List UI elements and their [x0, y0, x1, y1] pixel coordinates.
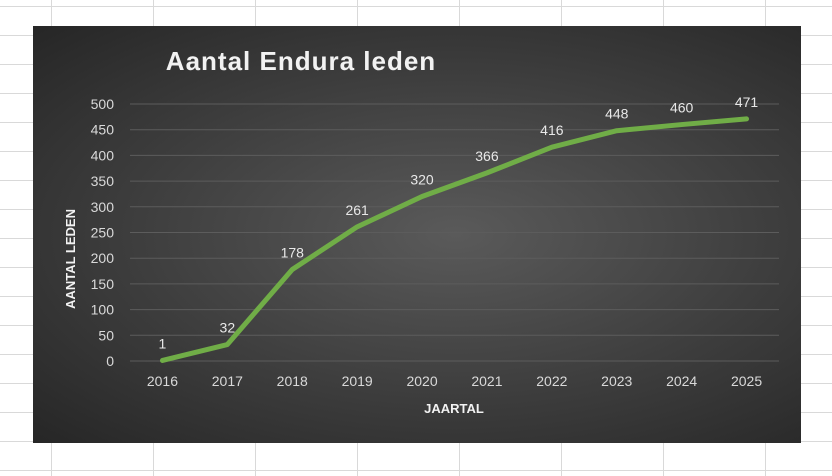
data-label: 32 [220, 320, 236, 336]
y-tick-label: 300 [91, 199, 115, 215]
x-tick-label: 2019 [342, 373, 373, 389]
data-label: 471 [735, 94, 759, 110]
data-label: 320 [410, 172, 434, 188]
x-tick-label: 2020 [406, 373, 437, 389]
y-axis-title: AANTAL LEDEN [63, 209, 78, 309]
x-tick-label: 2024 [666, 373, 697, 389]
y-tick-label: 100 [91, 302, 115, 318]
chart-title: Aantal Endura leden [166, 46, 436, 76]
data-labels: 1 32 178 261 320 366 416 448 460 471 [159, 94, 759, 352]
y-tick-label: 150 [91, 276, 115, 292]
x-tick-label: 2021 [471, 373, 502, 389]
y-tick-label: 200 [91, 250, 115, 266]
data-label: 178 [281, 245, 305, 261]
x-tick-label: 2016 [147, 373, 178, 389]
y-tick-label: 400 [91, 147, 115, 163]
data-label: 261 [345, 202, 369, 218]
x-tick-label: 2018 [277, 373, 308, 389]
y-tick-label: 250 [91, 225, 115, 241]
y-tick-label: 50 [98, 327, 114, 343]
data-label: 1 [159, 335, 167, 351]
y-tick-label: 0 [106, 353, 114, 369]
x-axis-ticks: 2016 2017 2018 2019 2020 2021 2022 2023 2024 2025 [147, 373, 762, 389]
data-label: 448 [605, 106, 629, 122]
data-label: 366 [475, 148, 499, 164]
x-tick-label: 2025 [731, 373, 762, 389]
x-axis-title: JAARTAL [424, 401, 484, 416]
chart-area[interactable]: Aantal Endura leden 0 50 100 150 200 250 300 35… [33, 26, 801, 443]
x-tick-label: 2017 [212, 373, 243, 389]
y-tick-label: 500 [91, 96, 115, 112]
series-line [159, 116, 750, 363]
y-tick-label: 450 [91, 122, 115, 138]
line-chart: Aantal Endura leden 0 50 100 150 200 250 300 35… [63, 46, 779, 416]
gridlines [130, 103, 779, 362]
y-tick-label: 350 [91, 173, 115, 189]
data-label: 460 [670, 100, 694, 116]
x-tick-label: 2023 [601, 373, 632, 389]
x-tick-label: 2022 [536, 373, 567, 389]
y-axis-ticks: 0 50 100 150 200 250 300 350 400 450 500 [91, 96, 115, 369]
data-label: 416 [540, 122, 564, 138]
